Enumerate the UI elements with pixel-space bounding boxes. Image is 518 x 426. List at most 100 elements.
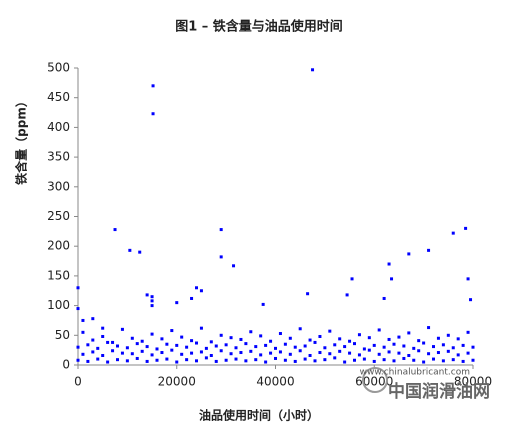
point xyxy=(106,340,110,344)
point xyxy=(91,338,95,342)
point xyxy=(343,360,347,364)
point xyxy=(254,358,258,362)
point xyxy=(261,302,265,306)
point xyxy=(199,289,203,293)
point xyxy=(471,358,475,362)
y-tick-label: 0 xyxy=(62,358,70,372)
y-tick-label: 450 xyxy=(47,90,70,104)
point xyxy=(229,336,233,340)
point xyxy=(464,226,468,230)
point xyxy=(175,343,179,347)
point xyxy=(397,335,401,339)
point xyxy=(362,357,366,361)
point xyxy=(362,347,366,351)
point xyxy=(392,342,396,346)
point xyxy=(451,358,455,362)
point xyxy=(155,358,159,362)
y-axis-label: 铁含量（ppm） xyxy=(14,95,29,185)
point xyxy=(259,353,263,357)
y-tick-label: 300 xyxy=(47,179,70,193)
point xyxy=(274,356,277,360)
point xyxy=(151,112,155,116)
point xyxy=(446,333,450,337)
point xyxy=(91,317,95,321)
y-tick-label: 200 xyxy=(47,239,70,253)
point xyxy=(138,250,142,254)
point xyxy=(86,343,90,347)
point xyxy=(338,337,342,341)
point xyxy=(125,359,129,363)
point xyxy=(130,336,134,340)
x-tick-label: 40000 xyxy=(256,375,294,389)
point xyxy=(101,326,105,330)
point xyxy=(190,296,194,300)
point xyxy=(81,352,85,356)
point xyxy=(303,357,307,361)
point xyxy=(288,336,292,340)
point xyxy=(392,359,396,363)
point xyxy=(412,358,416,362)
point xyxy=(170,348,174,352)
point xyxy=(343,345,347,349)
point xyxy=(145,293,149,297)
point xyxy=(209,353,213,357)
point xyxy=(407,252,411,256)
point xyxy=(427,326,431,330)
point xyxy=(466,330,470,334)
point xyxy=(140,349,144,353)
point xyxy=(372,343,376,347)
point xyxy=(278,350,282,354)
point xyxy=(311,68,315,72)
point xyxy=(120,327,124,331)
point xyxy=(195,286,198,290)
point xyxy=(397,351,401,355)
point xyxy=(165,357,169,361)
point xyxy=(269,339,273,343)
point xyxy=(116,344,119,348)
point xyxy=(145,359,149,363)
y-tick-label: 250 xyxy=(47,209,70,223)
point xyxy=(239,337,243,341)
point xyxy=(199,326,203,330)
x-axis-label: 油品使用时间（小时） xyxy=(199,408,319,423)
point xyxy=(298,349,302,353)
point xyxy=(214,344,218,348)
point xyxy=(113,228,117,232)
point xyxy=(101,353,105,357)
point xyxy=(150,332,154,336)
point xyxy=(269,351,273,355)
point xyxy=(367,348,371,352)
point xyxy=(244,359,248,363)
point xyxy=(259,334,263,338)
point xyxy=(106,360,110,364)
point xyxy=(283,358,287,362)
point xyxy=(185,358,189,362)
point xyxy=(130,352,134,356)
point xyxy=(165,342,169,346)
point xyxy=(402,344,406,348)
point xyxy=(333,343,337,347)
point xyxy=(345,293,349,297)
point xyxy=(229,352,233,356)
point xyxy=(306,292,310,296)
point xyxy=(308,338,312,342)
point xyxy=(160,351,164,355)
point xyxy=(367,336,371,340)
point xyxy=(140,339,144,343)
y-tick-label: 50 xyxy=(55,328,70,342)
point xyxy=(422,341,426,345)
point xyxy=(175,301,179,305)
point xyxy=(249,330,253,334)
point xyxy=(76,286,80,290)
point xyxy=(96,346,100,350)
point xyxy=(125,346,129,350)
point xyxy=(150,295,154,299)
point xyxy=(175,360,179,364)
chart-title: 图1 – 铁含量与油品使用时间 xyxy=(175,19,343,35)
point xyxy=(441,359,445,363)
point xyxy=(427,248,431,252)
point xyxy=(451,346,455,350)
point xyxy=(377,328,381,332)
point xyxy=(185,345,189,349)
point xyxy=(387,262,391,266)
